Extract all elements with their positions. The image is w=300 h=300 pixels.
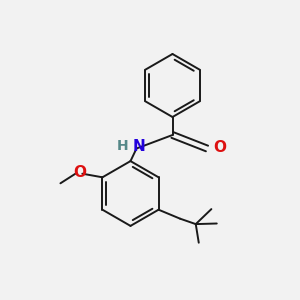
Text: H: H [116,139,128,153]
Text: N: N [133,139,146,154]
Text: O: O [213,140,226,154]
Text: O: O [74,165,86,180]
